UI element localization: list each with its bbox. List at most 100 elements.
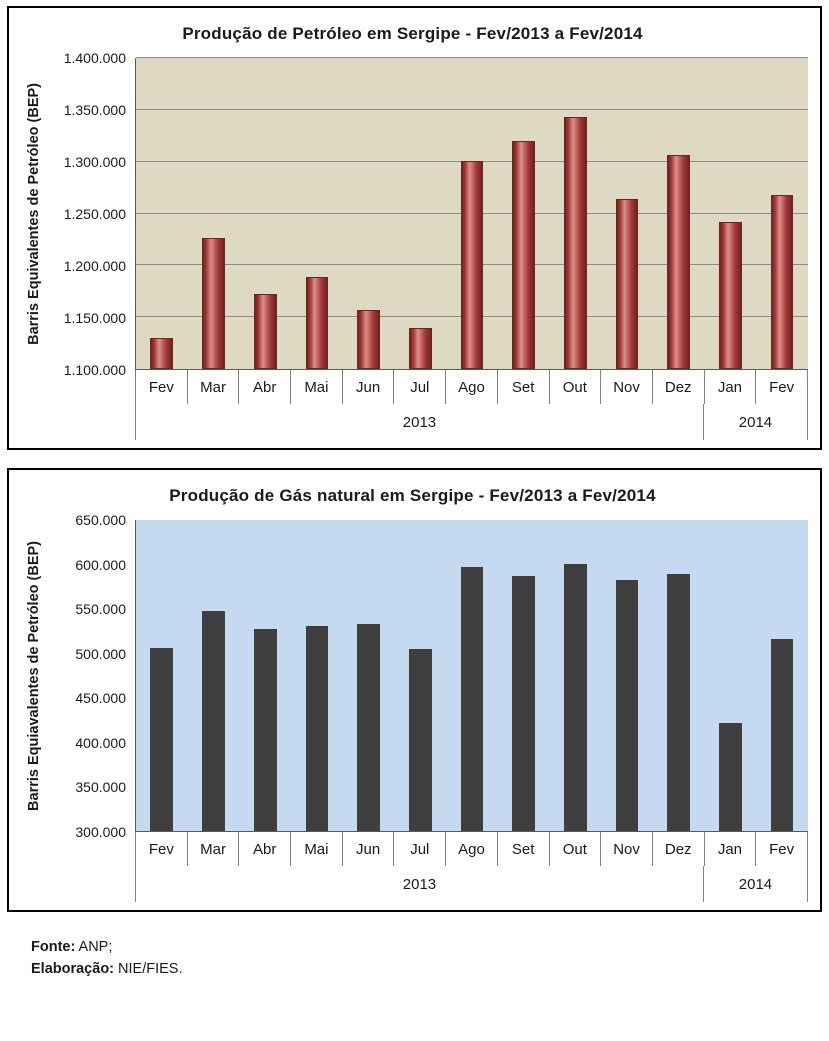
year-group-label: 2013 [135, 866, 703, 902]
bar [408, 327, 432, 369]
chart-body: Barris Equiavalentes de Petróleo (BEP) 3… [17, 512, 808, 902]
bar-slot [291, 58, 343, 369]
bar-slot [394, 58, 446, 369]
y-tick-label: 1.250.000 [63, 206, 126, 222]
bar-slot [136, 58, 188, 369]
chart-body: Barris Equivalentes de Petróleo (BEP) 1.… [17, 50, 808, 440]
y-axis-title-cell: Barris Equiavalentes de Petróleo (BEP) [17, 520, 51, 832]
bar [770, 639, 794, 831]
bar-slot [239, 58, 291, 369]
bar-slot [136, 520, 188, 831]
x-tick-label: Set [496, 832, 549, 866]
x-tick-label: Nov [600, 370, 652, 404]
x-axis-labels: Fev Mar Abr Mai Jun Jul Ago Set Out Nov Dez Jan Fev [135, 370, 808, 404]
y-tick-label: 300.000 [75, 824, 126, 840]
bar [615, 199, 639, 369]
gas-natural-chart: Produção de Gás natural em Sergipe - Fev… [7, 468, 822, 912]
y-tick-label: 600.000 [75, 556, 126, 573]
x-tick-label: Jul [393, 832, 445, 866]
bar [563, 564, 587, 831]
bar-slot [705, 520, 757, 831]
bar [357, 309, 380, 369]
elaboration-line: Elaboração: NIE/FIES. [31, 958, 798, 980]
bar-slot [705, 58, 757, 369]
y-axis-title-cell: Barris Equivalentes de Petróleo (BEP) [17, 58, 51, 370]
x-tick-label: Out [548, 832, 601, 866]
bar [357, 623, 380, 831]
y-tick-label: 400.000 [75, 734, 126, 751]
x-tick-label: Ago [445, 370, 497, 404]
bar-slot [394, 520, 446, 831]
bar [150, 647, 174, 831]
x-tick-label: Fev [755, 832, 807, 866]
bar [460, 160, 484, 369]
bar [667, 574, 691, 831]
x-tick-label: Nov [600, 832, 652, 866]
bar [667, 155, 691, 369]
bar [408, 648, 432, 831]
plot-area [135, 520, 808, 832]
source-line: Fonte: ANP; [31, 936, 798, 958]
bar [202, 238, 225, 369]
source-label: Fonte: [31, 939, 76, 955]
x-tick-label: Jun [341, 370, 394, 404]
bar [150, 337, 174, 369]
bar-slot [756, 520, 808, 831]
bar-slot [188, 58, 240, 369]
bar-slot [291, 520, 343, 831]
x-tick-label: Abr [238, 832, 290, 866]
y-tick-label: 500.000 [75, 645, 126, 662]
bar [512, 140, 536, 369]
gridline [136, 57, 808, 58]
x-axis-labels: Fev Mar Abr Mai Jun Jul Ago Set Out Nov Dez Jan Fev [135, 832, 808, 866]
x-tick-label: Jan [703, 370, 756, 404]
bar [460, 567, 484, 831]
bar [202, 610, 225, 831]
bar-slot [550, 58, 602, 369]
y-tick-label: 450.000 [75, 690, 126, 707]
x-tick-label: Set [496, 370, 549, 404]
bar-slot [601, 58, 653, 369]
elaboration-value: NIE/FIES. [118, 961, 183, 978]
bar [305, 276, 329, 369]
x-tick-label: Ago [445, 832, 497, 866]
x-axis-year-groups: 2013 2014 [135, 404, 808, 440]
bar-slot [498, 520, 550, 831]
y-axis-title: Barris Equivalentes de Petróleo (BEP) [26, 83, 42, 345]
chart-title: Produção de Gás natural em Sergipe - Fev… [169, 486, 656, 505]
x-tick-label: Fev [135, 370, 187, 404]
petroleo-chart: Produção de Petróleo em Sergipe - Fev/20… [7, 6, 822, 450]
footer: Fonte: ANP; Elaboração: NIE/FIES. [7, 930, 822, 991]
y-axis-ticks: 1.100.000 1.150.000 1.200.000 1.250.000 1.30… [51, 50, 135, 378]
y-axis-ticks: 300.000 350.000 400.000 450.000 500.000 550.0… [51, 512, 135, 840]
y-tick-label: 1.150.000 [63, 310, 126, 326]
x-tick-label: Mai [290, 832, 342, 866]
y-tick-label: 1.300.000 [63, 154, 126, 170]
x-tick-label: Jul [393, 370, 445, 404]
y-axis-title: Barris Equiavalentes de Petróleo (BEP) [26, 541, 42, 811]
y-tick-label: 650.000 [75, 512, 126, 528]
bar-slot [498, 58, 550, 369]
bar [719, 722, 742, 831]
page: Produção de Petróleo em Sergipe - Fev/20… [7, 6, 822, 991]
bar [253, 294, 277, 369]
year-group-label: 2013 [135, 404, 703, 440]
bar-slot [601, 520, 653, 831]
bar-slot [756, 58, 808, 369]
x-tick-label: Mar [186, 832, 239, 866]
bar [615, 579, 639, 831]
x-tick-label: Mai [290, 370, 342, 404]
x-tick-label: Fev [755, 370, 807, 404]
source-value: ANP; [78, 939, 113, 955]
bar [719, 221, 742, 369]
x-tick-label: Dez [651, 370, 704, 404]
bar-slot [446, 58, 498, 369]
elaboration-label: Elaboração: [31, 961, 114, 978]
bar-slot [653, 520, 705, 831]
x-tick-label: Fev [135, 832, 187, 866]
chart-title: Produção de Petróleo em Sergipe - Fev/20… [182, 24, 643, 43]
y-tick-label: 1.400.000 [63, 50, 126, 66]
x-tick-label: Mar [186, 370, 239, 404]
y-tick-label: 1.100.000 [63, 362, 126, 378]
x-tick-label: Dez [651, 832, 704, 866]
